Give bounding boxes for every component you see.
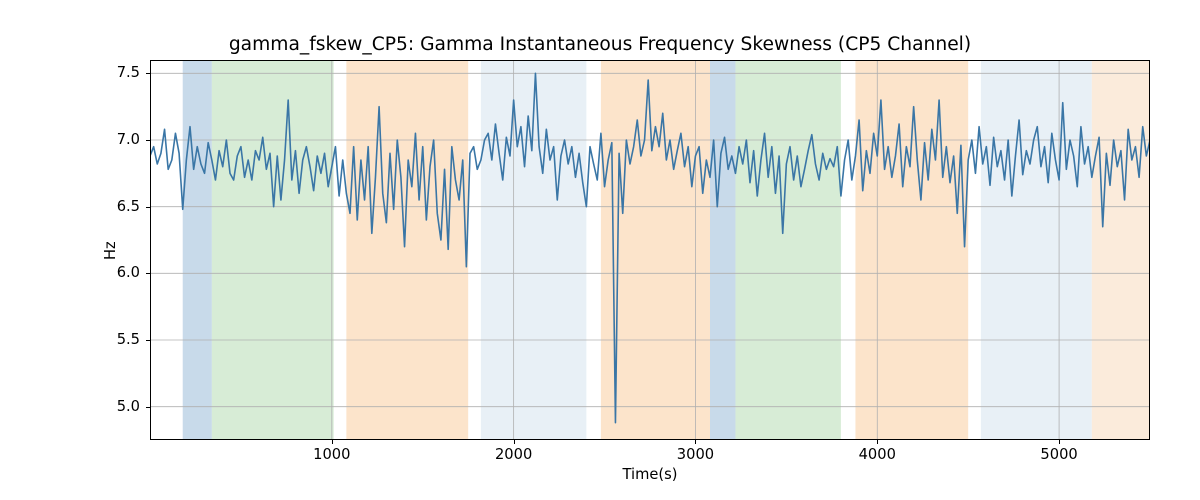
tick-label: 6.5 — [117, 198, 140, 215]
tick-label: 6.0 — [117, 264, 140, 281]
chart-title: gamma_fskew_CP5: Gamma Instantaneous Fre… — [0, 34, 1200, 55]
tick-label: 5.0 — [117, 398, 140, 415]
tick-mark — [877, 440, 878, 444]
shaded-region — [710, 60, 735, 440]
tick-mark — [146, 73, 150, 74]
tick-mark — [514, 440, 515, 444]
tick-label: 5000 — [1040, 446, 1077, 463]
shaded-region — [855, 60, 968, 440]
tick-label: 5.5 — [117, 331, 140, 348]
tick-mark — [1059, 440, 1060, 444]
tick-mark — [146, 340, 150, 341]
tick-label: 1000 — [313, 446, 350, 463]
tick-mark — [146, 140, 150, 141]
tick-label: 7.0 — [117, 131, 140, 148]
x-axis-label: Time(s) — [623, 466, 678, 483]
tick-mark — [146, 273, 150, 274]
tick-label: 4000 — [859, 446, 896, 463]
shaded-region — [183, 60, 212, 440]
tick-label: 3000 — [677, 446, 714, 463]
plot-area — [150, 60, 1150, 440]
tick-mark — [695, 440, 696, 444]
tick-mark — [146, 207, 150, 208]
tick-mark — [146, 407, 150, 408]
plot-svg — [150, 60, 1150, 440]
tick-label: 2000 — [495, 446, 532, 463]
shaded-region — [212, 60, 334, 440]
tick-label: 7.5 — [117, 64, 140, 81]
shaded-region — [981, 60, 1092, 440]
shaded-region — [346, 60, 468, 440]
shaded-region — [735, 60, 840, 440]
chart-figure: gamma_fskew_CP5: Gamma Instantaneous Fre… — [0, 0, 1200, 500]
shaded-region — [1092, 60, 1150, 440]
tick-mark — [332, 440, 333, 444]
